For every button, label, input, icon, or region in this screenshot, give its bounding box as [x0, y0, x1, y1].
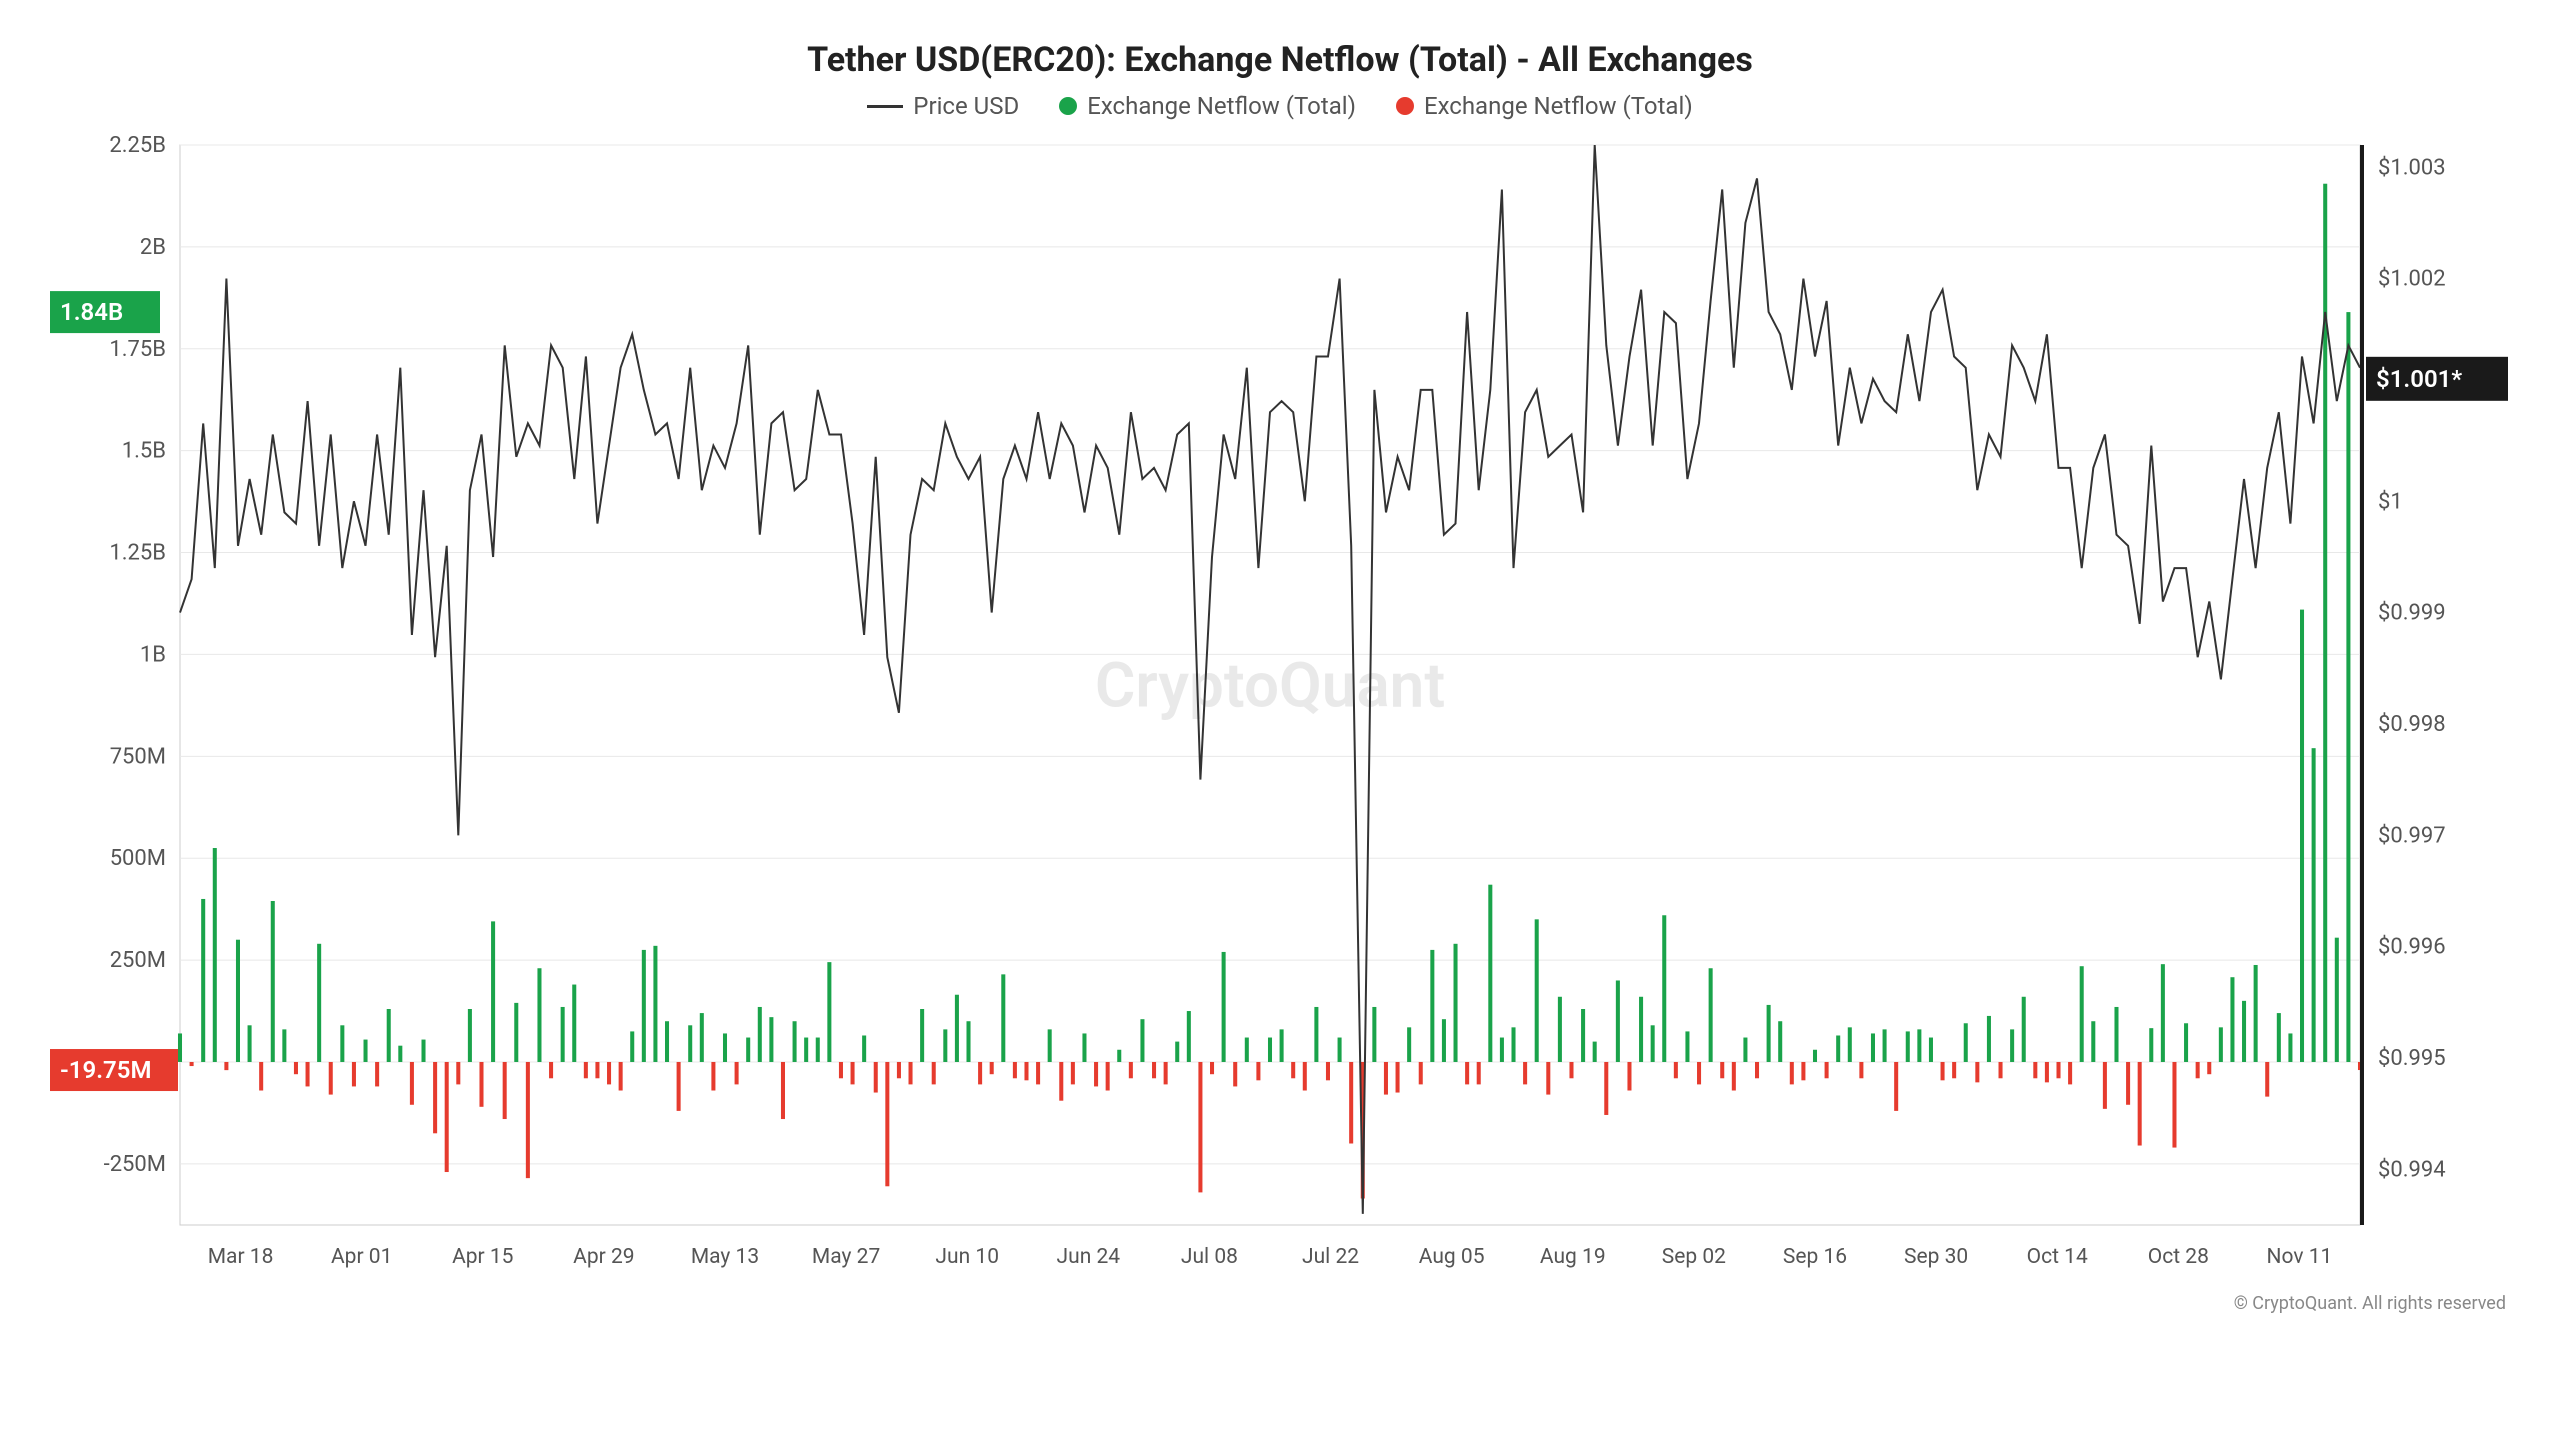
svg-text:Oct 28: Oct 28: [2148, 1245, 2209, 1269]
svg-text:750M: 750M: [110, 744, 166, 769]
svg-text:$1: $1: [2378, 489, 2403, 514]
chart-svg: -250M 250M 500M 750M 1B 1.25B 1.5B 1.75B 2B 2.25B…: [50, 135, 2510, 1315]
svg-text:2.25B: 2.25B: [109, 135, 166, 158]
svg-text:Jun 10: Jun 10: [935, 1245, 999, 1269]
svg-text:Mar 18: Mar 18: [208, 1245, 274, 1269]
svg-text:$0.997: $0.997: [2378, 823, 2446, 848]
svg-text:1.5B: 1.5B: [122, 439, 166, 464]
legend-label: Price USD: [913, 92, 1019, 120]
svg-text:$1.002: $1.002: [2378, 267, 2446, 292]
legend-label: Exchange Netflow (Total): [1424, 92, 1693, 120]
svg-text:Sep 30: Sep 30: [1904, 1245, 1968, 1269]
svg-text:1.84B: 1.84B: [60, 298, 123, 326]
svg-text:$1.001*: $1.001*: [2376, 365, 2462, 393]
svg-text:Oct 14: Oct 14: [2027, 1245, 2088, 1269]
svg-text:$0.996: $0.996: [2378, 935, 2446, 960]
svg-text:$1.003: $1.003: [2378, 155, 2446, 180]
svg-text:-19.75M: -19.75M: [60, 1056, 151, 1084]
svg-text:500M: 500M: [110, 846, 166, 871]
svg-text:$0.994: $0.994: [2378, 1157, 2446, 1182]
svg-text:Aug 05: Aug 05: [1419, 1245, 1485, 1269]
svg-text:1.25B: 1.25B: [109, 541, 166, 566]
svg-text:Apr 15: Apr 15: [452, 1245, 513, 1269]
legend-line-swatch: [867, 105, 903, 108]
svg-text:Sep 02: Sep 02: [1662, 1245, 1726, 1269]
legend-item-netflow-pos: Exchange Netflow (Total): [1059, 92, 1356, 120]
svg-text:© CryptoQuant. All rights rese: © CryptoQuant. All rights reserved: [2234, 1293, 2506, 1314]
svg-text:$0.995: $0.995: [2378, 1046, 2446, 1071]
svg-text:Nov 11: Nov 11: [2267, 1245, 2333, 1269]
svg-text:$0.998: $0.998: [2378, 712, 2446, 737]
svg-text:1.75B: 1.75B: [109, 337, 166, 362]
legend: Price USD Exchange Netflow (Total) Excha…: [50, 92, 2510, 120]
svg-text:Sep 16: Sep 16: [1783, 1245, 1847, 1269]
svg-text:Jun 24: Jun 24: [1057, 1245, 1121, 1269]
legend-item-netflow-neg: Exchange Netflow (Total): [1396, 92, 1693, 120]
svg-text:Apr 29: Apr 29: [573, 1245, 634, 1269]
legend-label: Exchange Netflow (Total): [1087, 92, 1356, 120]
svg-text:Jul 22: Jul 22: [1302, 1245, 1359, 1269]
svg-text:250M: 250M: [110, 948, 166, 973]
svg-text:$0.999: $0.999: [2378, 601, 2446, 626]
svg-text:-250M: -250M: [104, 1152, 166, 1177]
svg-text:2B: 2B: [140, 235, 166, 260]
svg-text:May 27: May 27: [812, 1245, 880, 1269]
chart-title: Tether USD(ERC20): Exchange Netflow (Tot…: [50, 40, 2510, 80]
svg-text:Jul 08: Jul 08: [1181, 1245, 1238, 1269]
svg-text:Apr 01: Apr 01: [331, 1245, 392, 1269]
svg-text:Aug 19: Aug 19: [1540, 1245, 1606, 1269]
chart-area: -250M 250M 500M 750M 1B 1.25B 1.5B 1.75B 2B 2.25B…: [50, 135, 2510, 1315]
svg-text:1B: 1B: [140, 642, 166, 667]
svg-text:CryptoQuant: CryptoQuant: [1095, 650, 1445, 723]
legend-dot-neg: [1396, 97, 1414, 115]
svg-text:May 13: May 13: [691, 1245, 759, 1269]
legend-dot-pos: [1059, 97, 1077, 115]
legend-item-price: Price USD: [867, 92, 1019, 120]
